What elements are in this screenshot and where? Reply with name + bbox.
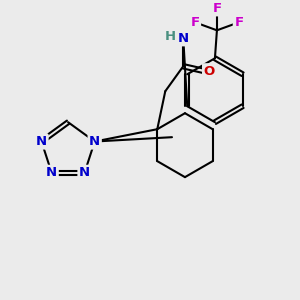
Text: N: N (89, 135, 100, 148)
Text: H: H (165, 30, 176, 43)
Text: O: O (204, 65, 215, 78)
Text: F: F (212, 2, 221, 15)
Text: N: N (79, 166, 90, 179)
Text: N: N (46, 166, 57, 179)
Text: F: F (234, 16, 244, 29)
Text: N: N (36, 135, 47, 148)
Text: F: F (190, 16, 200, 29)
Text: N: N (178, 32, 189, 45)
